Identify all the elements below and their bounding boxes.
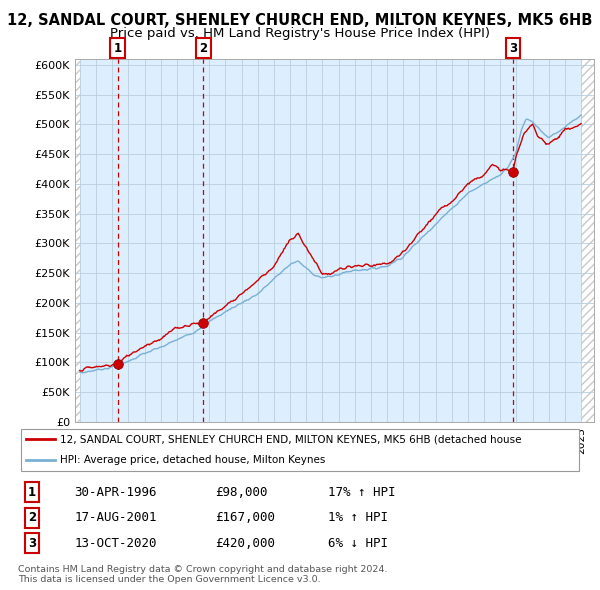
Text: Contains HM Land Registry data © Crown copyright and database right 2024.
This d: Contains HM Land Registry data © Crown c… xyxy=(18,565,388,584)
Text: 17% ↑ HPI: 17% ↑ HPI xyxy=(328,486,396,499)
Text: 17-AUG-2001: 17-AUG-2001 xyxy=(74,511,157,525)
Text: 2: 2 xyxy=(28,511,36,525)
Text: £98,000: £98,000 xyxy=(215,486,268,499)
Text: £167,000: £167,000 xyxy=(215,511,275,525)
FancyBboxPatch shape xyxy=(21,429,579,471)
Text: 3: 3 xyxy=(509,42,517,55)
Text: Price paid vs. HM Land Registry's House Price Index (HPI): Price paid vs. HM Land Registry's House … xyxy=(110,27,490,40)
Text: £420,000: £420,000 xyxy=(215,537,275,550)
Text: 1: 1 xyxy=(28,486,36,499)
Text: 12, SANDAL COURT, SHENLEY CHURCH END, MILTON KEYNES, MK5 6HB: 12, SANDAL COURT, SHENLEY CHURCH END, MI… xyxy=(7,12,593,28)
Text: 1: 1 xyxy=(113,42,122,55)
Text: 30-APR-1996: 30-APR-1996 xyxy=(74,486,157,499)
Text: 6% ↓ HPI: 6% ↓ HPI xyxy=(328,537,388,550)
Text: 13-OCT-2020: 13-OCT-2020 xyxy=(74,537,157,550)
Text: 1% ↑ HPI: 1% ↑ HPI xyxy=(328,511,388,525)
Text: 3: 3 xyxy=(28,537,36,550)
Text: HPI: Average price, detached house, Milton Keynes: HPI: Average price, detached house, Milt… xyxy=(60,455,326,466)
Text: 2: 2 xyxy=(199,42,207,55)
Text: 12, SANDAL COURT, SHENLEY CHURCH END, MILTON KEYNES, MK5 6HB (detached house: 12, SANDAL COURT, SHENLEY CHURCH END, MI… xyxy=(60,434,522,444)
